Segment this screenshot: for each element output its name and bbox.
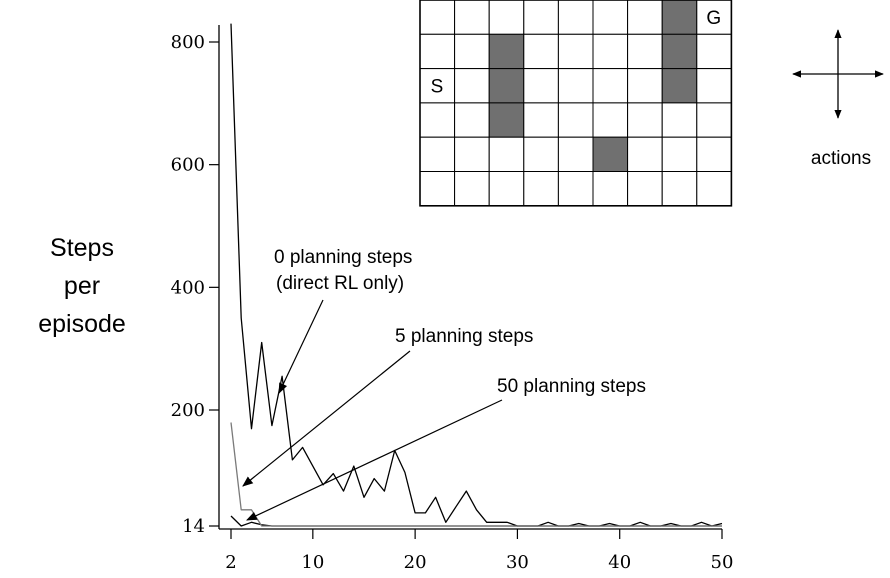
maze-cell [488, 0, 525, 35]
maze-cell [488, 136, 525, 172]
maze-cell [696, 68, 732, 104]
maze-cell [696, 171, 732, 207]
maze-cell [696, 33, 732, 70]
y-label-line-2: per [64, 272, 100, 300]
series-line-2 [230, 422, 722, 527]
x-tick-label: 10 [301, 552, 324, 573]
arrow-50-planning [246, 399, 503, 521]
y-ticks: 14 200 400 600 800 [171, 32, 219, 537]
maze-cell [419, 136, 456, 172]
y-tick-label: 400 [171, 277, 205, 298]
maze-cell [454, 68, 490, 104]
y-label-line-1: Steps [50, 234, 114, 262]
maze-wall-cell [488, 102, 525, 138]
maze-start-label: S [431, 77, 444, 98]
maze-cell [419, 171, 456, 207]
maze-cell [661, 136, 698, 172]
x-tick-label: 2 [225, 552, 236, 573]
maze-cell [523, 136, 559, 172]
maze-cell [627, 136, 663, 172]
maze-cell [557, 102, 594, 138]
y-tick-label: 14 [182, 516, 205, 537]
maze-cell [419, 0, 456, 35]
annotation-0-line-1: 0 planning steps [274, 247, 412, 268]
annotation-50-planning: 50 planning steps [497, 376, 646, 397]
maze-cell [557, 33, 594, 70]
x-tick-label: 50 [711, 552, 734, 573]
annotation-0-line-2: (direct RL only) [276, 273, 404, 294]
maze-cell [557, 0, 594, 35]
maze-cell [523, 68, 559, 104]
maze-cell [523, 0, 559, 35]
maze-cell [454, 0, 490, 35]
maze-cell [627, 171, 663, 207]
annotation-5-line-1: 5 planning steps [395, 326, 533, 347]
y-tick-label: 600 [171, 155, 205, 176]
annotation-5-planning: 5 planning steps [395, 326, 533, 347]
maze-wall-cell [661, 33, 698, 70]
maze-wall-cell [488, 33, 525, 70]
maze-cell [454, 171, 490, 207]
maze-cell [592, 33, 629, 70]
x-tick-label: 30 [506, 552, 529, 573]
maze-border [419, 0, 733, 207]
y-label-line-3: episode [38, 310, 126, 338]
maze-cell [627, 68, 663, 104]
maze-cell [557, 171, 594, 207]
maze-wall-cell [592, 136, 629, 172]
arrow-5-planning [242, 350, 411, 487]
maze-cell [592, 68, 629, 104]
maze-cell [592, 171, 629, 207]
maze-cell [661, 102, 698, 138]
arrow-0-planning [278, 299, 324, 394]
maze-cell [592, 0, 629, 35]
maze-cell [454, 136, 490, 172]
maze-cell [419, 33, 456, 70]
maze-cell [523, 33, 559, 70]
maze-cell [627, 102, 663, 138]
maze-cell [454, 102, 490, 138]
x-ticks: 2 10 20 30 40 50 [225, 529, 733, 573]
maze-goal-label: G [706, 8, 721, 29]
maze-cell [627, 33, 663, 70]
maze-cell [696, 102, 732, 138]
y-axis-label: Steps per episode [38, 234, 126, 338]
maze-cell [661, 171, 698, 207]
annotation-0-planning: 0 planning steps (direct RL only) [274, 247, 412, 294]
maze-cell [592, 102, 629, 138]
actions-cross-icon [792, 29, 884, 119]
maze-cell [523, 102, 559, 138]
maze-wall-cell [661, 68, 698, 104]
maze-cell [419, 102, 456, 138]
y-tick-label: 800 [171, 32, 205, 53]
maze-cell [488, 171, 525, 207]
series-layer [230, 23, 723, 527]
annotation-50-line-1: 50 planning steps [497, 376, 646, 397]
annotation-arrows [242, 299, 503, 521]
maze-cell [454, 33, 490, 70]
x-tick-label: 20 [404, 552, 427, 573]
maze-cell [523, 171, 559, 207]
maze-wall-cell [661, 0, 698, 35]
actions-label: actions [811, 148, 871, 169]
series-line-1 [230, 515, 722, 527]
series-line-0 [230, 23, 723, 527]
maze-cell [557, 68, 594, 104]
gridworld-maze: SG [419, 0, 733, 207]
maze-cell [696, 136, 732, 172]
maze-cell [627, 0, 663, 35]
maze-wall-cell [488, 68, 525, 104]
x-tick-label: 40 [608, 552, 631, 573]
maze-cell [557, 136, 594, 172]
y-tick-label: 200 [171, 400, 205, 421]
